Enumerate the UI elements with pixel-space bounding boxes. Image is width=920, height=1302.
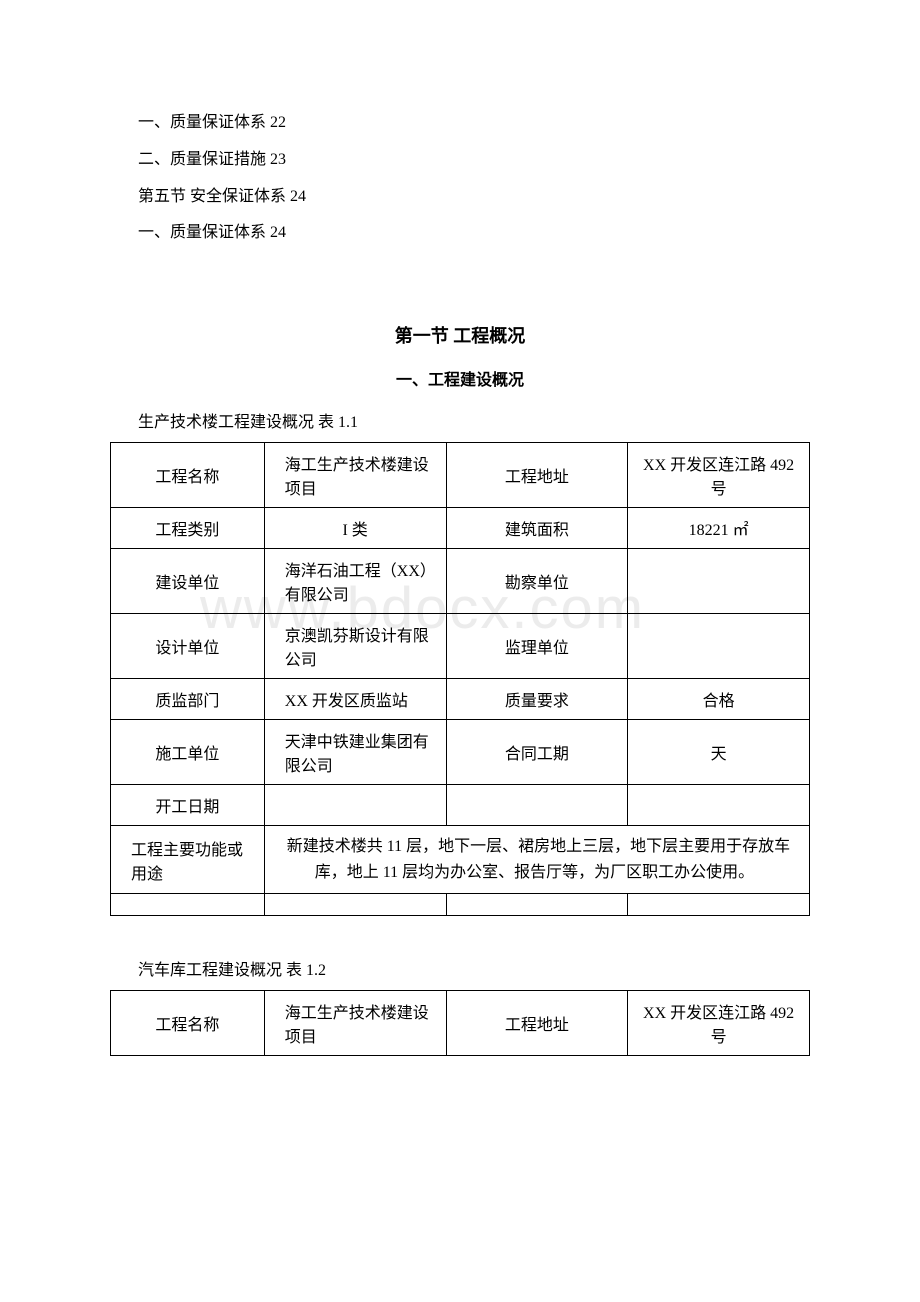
toc-item: 一、质量保证体系 22: [110, 105, 810, 142]
cell-value: XX 开发区连江路 492 号: [628, 443, 810, 508]
cell-label: 工程名称: [111, 443, 265, 508]
cell-value: 新建技术楼共 11 层，地下一层、裙房地上三层，地下层主要用于存放车库，地上 1…: [264, 826, 809, 894]
table-row: 工程名称 海工生产技术楼建设项目 工程地址 XX 开发区连江路 492 号: [111, 443, 810, 508]
cell-label: 工程主要功能或用途: [111, 826, 265, 894]
cell-label: 工程类别: [111, 508, 265, 549]
cell-label: 监理单位: [446, 614, 628, 679]
table1: 工程名称 海工生产技术楼建设项目 工程地址 XX 开发区连江路 492 号 工程…: [110, 442, 810, 916]
table-row-empty: [111, 894, 810, 916]
cell-empty: [446, 894, 628, 916]
table1-caption: 生产技术楼工程建设概况 表 1.1: [110, 408, 810, 432]
toc-item: 二、质量保证措施 23: [110, 142, 810, 179]
section-title: 第一节 工程概况: [110, 322, 810, 348]
table2: 工程名称 海工生产技术楼建设项目 工程地址 XX 开发区连江路 492 号: [110, 990, 810, 1056]
cell-value: I 类: [264, 508, 446, 549]
cell-value: 海工生产技术楼建设项目: [264, 991, 446, 1056]
cell-label: 勘察单位: [446, 549, 628, 614]
toc-list: 一、质量保证体系 22 二、质量保证措施 23 第五节 安全保证体系 24 一、…: [110, 105, 810, 252]
toc-item: 一、质量保证体系 24: [110, 215, 810, 252]
cell-value: 京澳凯芬斯设计有限公司: [264, 614, 446, 679]
cell-value: [628, 549, 810, 614]
table-row: 工程名称 海工生产技术楼建设项目 工程地址 XX 开发区连江路 492 号: [111, 991, 810, 1056]
table-row: 建设单位 海洋石油工程（XX）有限公司 勘察单位: [111, 549, 810, 614]
cell-value: XX 开发区连江路 492 号: [628, 991, 810, 1056]
cell-label: 合同工期: [446, 720, 628, 785]
cell-value: 天: [628, 720, 810, 785]
cell-value: 18221 ㎡: [628, 508, 810, 549]
table-row: 施工单位 天津中铁建业集团有限公司 合同工期 天: [111, 720, 810, 785]
cell-label: 质监部门: [111, 679, 265, 720]
table-row: 工程主要功能或用途 新建技术楼共 11 层，地下一层、裙房地上三层，地下层主要用…: [111, 826, 810, 894]
cell-label: 建设单位: [111, 549, 265, 614]
cell-empty: [264, 894, 446, 916]
cell-value: [628, 614, 810, 679]
cell-label: 设计单位: [111, 614, 265, 679]
table2-caption: 汽车库工程建设概况 表 1.2: [110, 956, 810, 980]
cell-value: XX 开发区质监站: [264, 679, 446, 720]
cell-value: 合格: [628, 679, 810, 720]
cell-label: 工程地址: [446, 991, 628, 1056]
section-subtitle: 一、工程建设概况: [110, 366, 810, 390]
table-row: 开工日期: [111, 785, 810, 826]
page-content: 一、质量保证体系 22 二、质量保证措施 23 第五节 安全保证体系 24 一、…: [110, 105, 810, 1056]
cell-label: 施工单位: [111, 720, 265, 785]
cell-value: 海洋石油工程（XX）有限公司: [264, 549, 446, 614]
table-row: 质监部门 XX 开发区质监站 质量要求 合格: [111, 679, 810, 720]
cell-label: 质量要求: [446, 679, 628, 720]
table-row: 工程类别 I 类 建筑面积 18221 ㎡: [111, 508, 810, 549]
cell-value: [446, 785, 628, 826]
table-row: 设计单位 京澳凯芬斯设计有限公司 监理单位: [111, 614, 810, 679]
cell-label: 开工日期: [111, 785, 265, 826]
cell-value: [264, 785, 446, 826]
toc-item: 第五节 安全保证体系 24: [110, 179, 810, 216]
cell-label: 工程地址: [446, 443, 628, 508]
cell-label: 工程名称: [111, 991, 265, 1056]
cell-value: 海工生产技术楼建设项目: [264, 443, 446, 508]
cell-value: 天津中铁建业集团有限公司: [264, 720, 446, 785]
cell-empty: [111, 894, 265, 916]
cell-value: [628, 785, 810, 826]
cell-empty: [628, 894, 810, 916]
cell-label: 建筑面积: [446, 508, 628, 549]
